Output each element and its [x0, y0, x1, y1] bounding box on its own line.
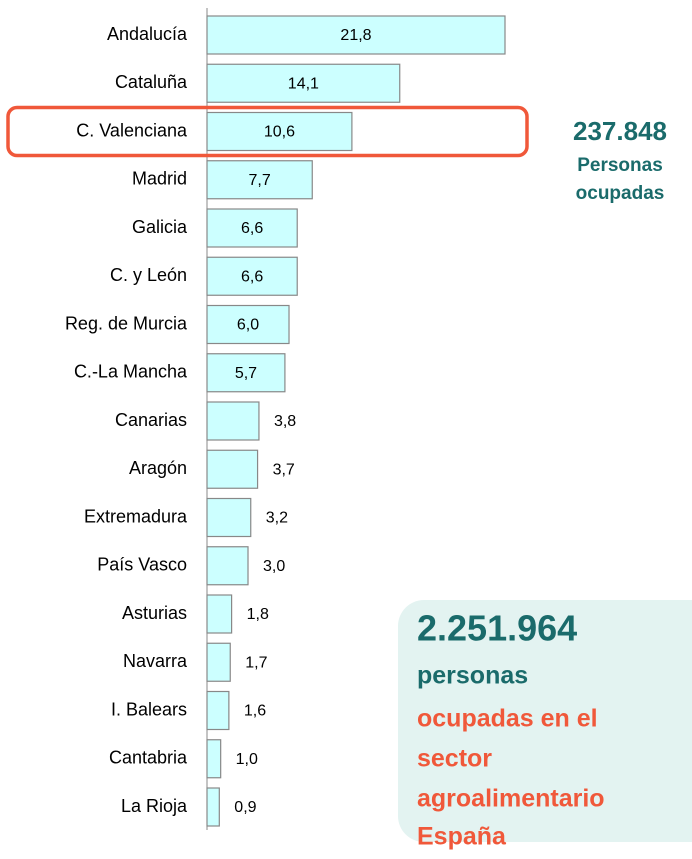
- value-label: 3,2: [266, 510, 288, 527]
- annotation: Personas: [577, 155, 663, 176]
- bar: [206, 15, 506, 55]
- callout-box: [398, 600, 692, 842]
- y-tick-label: País Vasco: [97, 555, 187, 575]
- value-label: 0,9: [234, 799, 256, 816]
- bar: [206, 304, 290, 345]
- y-tick-label: C.-La Mancha: [74, 362, 188, 382]
- value-label: 1,7: [245, 654, 267, 671]
- bar: [206, 449, 259, 489]
- y-tick-label: Cataluña: [115, 72, 188, 92]
- bar: [206, 256, 298, 296]
- y-tick-label: Andalucía: [107, 24, 188, 44]
- bar: [206, 690, 230, 731]
- bar: [206, 401, 260, 441]
- annotation: ocupadas: [576, 183, 665, 204]
- y-tick-label: La Rioja: [121, 796, 188, 816]
- annotation: 237.848: [573, 116, 667, 146]
- bar: [206, 642, 231, 682]
- callout-text: agroalimentario: [417, 785, 605, 813]
- bar: [206, 787, 220, 827]
- value-label: 5,7: [235, 365, 257, 382]
- callout-text: 2.251.964: [417, 608, 577, 649]
- y-tick-label: Cantabria: [109, 748, 188, 768]
- y-tick-label: Extremadura: [84, 506, 188, 526]
- bar: [206, 594, 233, 634]
- callout-text: sector: [417, 745, 492, 773]
- value-label: 10,6: [264, 124, 295, 141]
- callout-text: personas: [417, 662, 528, 690]
- bar: [206, 111, 353, 152]
- value-label: 21,8: [340, 27, 371, 44]
- value-label: 1,8: [247, 606, 269, 623]
- y-tick-label: Canarias: [115, 410, 187, 430]
- y-tick-label: C. Valenciana: [76, 120, 188, 140]
- value-label: 7,7: [249, 172, 271, 189]
- bar: [206, 353, 286, 393]
- value-label: 14,1: [288, 75, 319, 92]
- bar: [206, 497, 252, 538]
- value-label: 1,6: [244, 703, 266, 720]
- bar: [206, 208, 298, 248]
- value-label: 6,6: [241, 220, 263, 237]
- callout-text: España: [417, 823, 507, 851]
- bar: [206, 63, 401, 103]
- bar: [206, 739, 222, 779]
- y-tick-label: Reg. de Murcia: [65, 313, 188, 333]
- value-label: 6,6: [241, 268, 263, 285]
- y-tick-label: C. y León: [110, 265, 187, 285]
- value-label: 6,0: [237, 317, 259, 334]
- highlight-frame: [6, 105, 529, 158]
- y-tick-label: Navarra: [123, 651, 188, 671]
- value-label: 3,7: [273, 461, 295, 478]
- y-tick-label: Galicia: [132, 217, 188, 237]
- y-tick-label: I. Balears: [111, 699, 187, 719]
- bar: [206, 160, 313, 200]
- value-label: 3,0: [263, 558, 285, 575]
- y-tick-label: Aragón: [129, 458, 187, 478]
- y-tick-label: Madrid: [132, 169, 187, 189]
- value-label: 3,8: [274, 413, 296, 430]
- value-label: 1,0: [236, 751, 258, 768]
- bar: [206, 546, 249, 586]
- callout-text: ocupadas en el: [417, 705, 598, 733]
- y-tick-label: Asturias: [122, 603, 187, 623]
